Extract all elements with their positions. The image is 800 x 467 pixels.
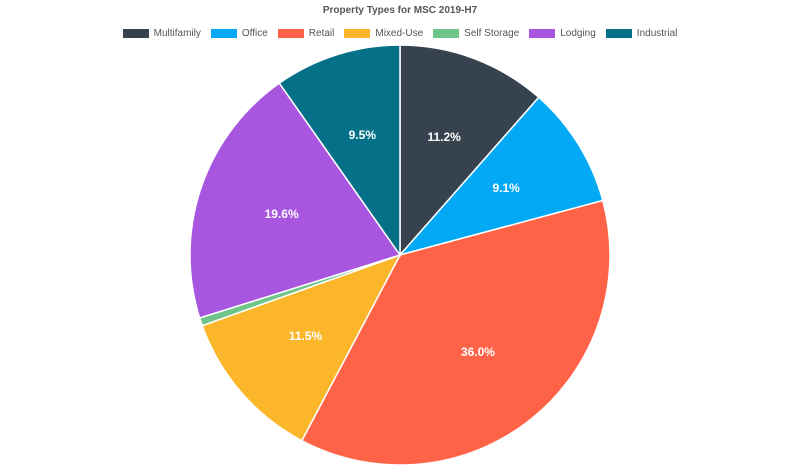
slice-label-multifamily: 11.2% bbox=[427, 130, 461, 144]
legend-item-office[interactable]: Office bbox=[210, 28, 268, 39]
legend-item-multifamily[interactable]: Multifamily bbox=[122, 28, 201, 39]
chart-legend: Multifamily Office Retail Mixed-Use Self… bbox=[0, 28, 800, 39]
legend-swatch-retail bbox=[277, 29, 304, 38]
chart-title: Property Types for MSC 2019-H7 bbox=[322, 5, 478, 16]
legend-swatch-self-storage bbox=[433, 29, 460, 38]
slice-label-industrial: 9.5% bbox=[349, 128, 377, 142]
legend-label-lodging: Lodging bbox=[560, 28, 596, 39]
legend-swatch-industrial bbox=[605, 29, 632, 38]
legend-swatch-office bbox=[210, 29, 237, 38]
slice-label-retail: 36.0% bbox=[461, 345, 495, 359]
pie-slice-industrial[interactable] bbox=[278, 44, 401, 258]
legend-label-industrial: Industrial bbox=[636, 28, 678, 39]
legend-label-office: Office bbox=[241, 28, 268, 39]
legend-item-retail[interactable]: Retail bbox=[277, 28, 335, 39]
slice-label-office: 9.1% bbox=[493, 181, 521, 195]
pie-slice-office[interactable] bbox=[397, 96, 604, 257]
slice-label-lodging: 19.6% bbox=[265, 207, 299, 221]
pie-slice-mixed-use[interactable] bbox=[201, 253, 402, 442]
slice-label-mixed-use: 11.5% bbox=[289, 329, 323, 343]
pie-slice-multifamily[interactable] bbox=[399, 44, 540, 257]
legend-item-industrial[interactable]: Industrial bbox=[605, 28, 678, 39]
legend-swatch-lodging bbox=[529, 29, 556, 38]
legend-swatch-mixed-use bbox=[344, 29, 371, 38]
pie-slice-retail[interactable] bbox=[300, 199, 611, 466]
legend-item-lodging[interactable]: Lodging bbox=[529, 28, 596, 39]
legend-label-self-storage: Self Storage bbox=[464, 28, 520, 39]
pie-slice-lodging[interactable] bbox=[189, 82, 402, 319]
legend-swatch-multifamily bbox=[122, 29, 149, 38]
legend-item-mixed-use[interactable]: Mixed-Use bbox=[344, 28, 423, 39]
legend-label-mixed-use: Mixed-Use bbox=[375, 28, 424, 39]
legend-label-multifamily: Multifamily bbox=[153, 28, 201, 39]
legend-label-retail: Retail bbox=[308, 28, 335, 39]
legend-item-self-storage[interactable]: Self Storage bbox=[433, 28, 519, 39]
